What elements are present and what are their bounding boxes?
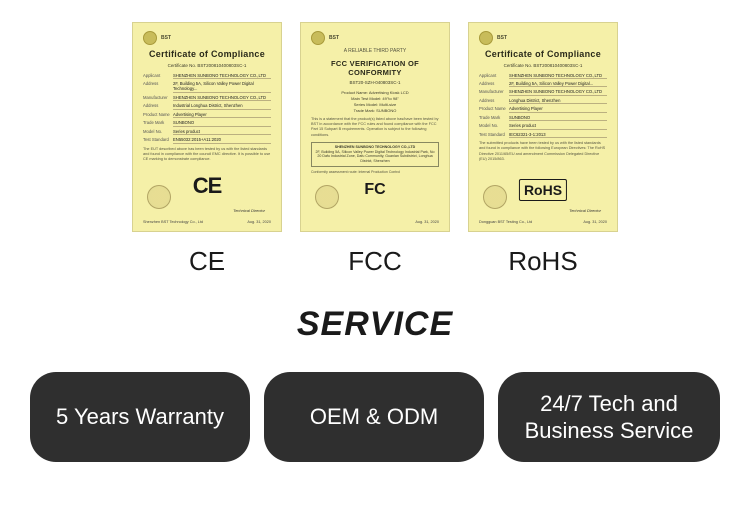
cert-subfields: Product Name: Advertising Kiosk LCDMain … bbox=[311, 90, 439, 114]
cert-block-addr: SHENZHEN SUNBONO TECHNOLOGY CO.,LTD 2F, … bbox=[311, 142, 439, 167]
service-pill-warranty: 5 Years Warranty bbox=[30, 372, 250, 462]
cert-disclaimer: Conformity assessment route: Internal Pr… bbox=[311, 170, 439, 175]
stamp-icon bbox=[483, 185, 507, 209]
service-pill-oem: OEM & ODM bbox=[264, 372, 484, 462]
fcc-mark-icon: FC bbox=[364, 180, 385, 201]
cert-footer: Dongguan BST Testing Co., Ltd Aug. 31, 2… bbox=[479, 220, 607, 225]
cert-signature: Technical Director bbox=[569, 208, 601, 213]
cert-ref: Certificate No. BST200810400803SC-1 bbox=[143, 63, 271, 69]
cert-label-rohs: RoHS bbox=[508, 246, 577, 277]
cert-card-fcc: BST A RELIABLE THIRD PARTY FCC VERIFICAT… bbox=[300, 22, 450, 232]
cert-field-row: ApplicantSHENZHEN SUNBONO TECHNOLOGY CO.… bbox=[143, 73, 271, 79]
cert-title: FCC VERIFICATION OF CONFORMITY bbox=[311, 59, 439, 79]
cert-ref: Certificate No. BST200810400803SC-1 bbox=[479, 63, 607, 69]
cert-field-row: Trade MarkSUNBONO bbox=[143, 120, 271, 126]
service-pill-support: 24/7 Tech and Business Service bbox=[498, 372, 720, 462]
cert-logo-icon bbox=[143, 31, 157, 45]
cert-label-ce: CE bbox=[189, 246, 225, 277]
service-title: SERVICE bbox=[0, 305, 750, 344]
cert-field-row: Address2F, Building 5A, Silicon Valley P… bbox=[143, 81, 271, 93]
cert-field-row: Test StandardIEC62321-3-1:2013 bbox=[479, 132, 607, 138]
cert-body-text: This is a statement that the product(s) … bbox=[311, 117, 439, 138]
ce-mark-icon: CE bbox=[193, 172, 222, 201]
cert-logo-icon bbox=[479, 31, 493, 45]
cert-field-row: ApplicantSHENZHEN SUNBONO TECHNOLOGY CO.… bbox=[479, 73, 607, 79]
cert-footer: Shenzhen BST Technology Co., Ltd Aug. 31… bbox=[143, 220, 271, 225]
cert-card-ce: BST Certificate of Compliance Certificat… bbox=[132, 22, 282, 232]
certificates-row: BST Certificate of Compliance Certificat… bbox=[0, 0, 750, 277]
service-row: 5 Years Warranty OEM & ODM 24/7 Tech and… bbox=[0, 372, 750, 462]
cert-field-row: AddressIndustrial Longhua District, Shen… bbox=[143, 103, 271, 109]
cert-subtitle: A RELIABLE THIRD PARTY bbox=[311, 48, 439, 55]
cert-field-row: ManufacturerSHENZHEN SUNBONO TECHNOLOGY … bbox=[479, 89, 607, 95]
cert-field-row: Test StandardEN55032:2015+A11:2020 bbox=[143, 137, 271, 143]
cert-fields: ApplicantSHENZHEN SUNBONO TECHNOLOGY CO.… bbox=[479, 73, 607, 139]
cert-footer: Aug. 31, 2020 bbox=[311, 220, 439, 225]
cert-body-text: The submitted products have been tested … bbox=[479, 141, 607, 162]
cert-field-row: Model No.Series product bbox=[479, 123, 607, 129]
stamp-icon bbox=[315, 185, 339, 209]
cert-block-rohs: BST Certificate of Compliance Certificat… bbox=[468, 22, 618, 277]
cert-signature: Technical Director bbox=[233, 208, 265, 213]
cert-block-fcc: BST A RELIABLE THIRD PARTY FCC VERIFICAT… bbox=[300, 22, 450, 277]
cert-field-row: Product NameAdvertising Player bbox=[143, 112, 271, 118]
cert-company: BST bbox=[497, 35, 507, 42]
cert-fields: ApplicantSHENZHEN SUNBONO TECHNOLOGY CO.… bbox=[143, 73, 271, 144]
cert-title: Certificate of Compliance bbox=[479, 49, 607, 61]
cert-ref: BST20-SZH-040803SC-1 bbox=[311, 80, 439, 86]
cert-company: BST bbox=[161, 35, 171, 42]
cert-company: BST bbox=[329, 35, 339, 42]
cert-block-ce: BST Certificate of Compliance Certificat… bbox=[132, 22, 282, 277]
cert-field-row: Address2F, Building 5A, Silicon Valley P… bbox=[479, 81, 607, 87]
cert-field-row: AddressLonghua District, Shenzhen bbox=[479, 98, 607, 104]
rohs-mark-icon: RoHS bbox=[519, 179, 567, 201]
cert-label-fcc: FCC bbox=[348, 246, 401, 277]
cert-body-text: The EUT described above has been tested … bbox=[143, 147, 271, 163]
cert-field-row: Trade MarkSUNBONO bbox=[479, 115, 607, 121]
stamp-icon bbox=[147, 185, 171, 209]
cert-card-rohs: BST Certificate of Compliance Certificat… bbox=[468, 22, 618, 232]
cert-field-row: Product NameAdvertising Player bbox=[479, 106, 607, 112]
cert-field-row: Model No.Series product bbox=[143, 129, 271, 135]
cert-title: Certificate of Compliance bbox=[143, 49, 271, 61]
cert-field-row: ManufacturerSHENZHEN SUNBONO TECHNOLOGY … bbox=[143, 95, 271, 101]
cert-logo-icon bbox=[311, 31, 325, 45]
